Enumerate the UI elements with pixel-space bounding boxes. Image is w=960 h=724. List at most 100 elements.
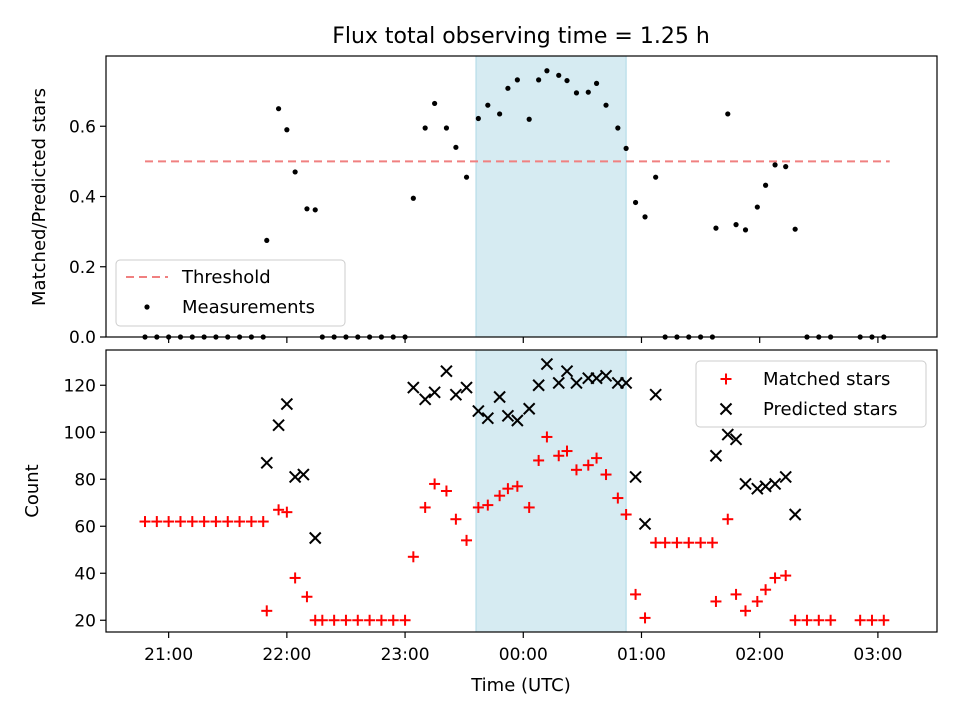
predicted-point [418, 393, 432, 406]
matched-point [257, 516, 269, 528]
matched-point [706, 537, 718, 549]
predicted-point [481, 411, 495, 425]
matched-point [730, 588, 742, 600]
measurement-point [783, 164, 789, 170]
predicted-point [570, 376, 583, 390]
y-tick-label: 0.2 [69, 258, 96, 278]
predicted-point [739, 477, 752, 491]
matched-stars-series [139, 431, 890, 626]
predicted-point [260, 456, 273, 470]
matched-point [222, 516, 234, 528]
y-tick-label: 0.0 [69, 328, 96, 348]
matched-point [281, 506, 293, 518]
matched-point [710, 595, 722, 607]
predicted-point [788, 508, 802, 521]
predicted-point [288, 470, 302, 484]
matched-point [328, 614, 340, 626]
measurement-point [733, 222, 739, 228]
x-axis-label: Time (UTC) [470, 675, 571, 696]
matched-point [751, 595, 763, 607]
top-y-axis-label: Matched/Predicted stars [29, 88, 50, 306]
predicted-point [440, 364, 453, 378]
matched-point [866, 614, 878, 626]
matched-point [273, 504, 285, 516]
measurement-point [642, 214, 648, 220]
predicted-point [590, 371, 603, 385]
predicted-point [511, 414, 524, 427]
matched-point [769, 572, 781, 584]
predicted-stars-series [260, 357, 802, 545]
matched-point [399, 614, 411, 626]
legend-predicted-swatch [719, 402, 733, 416]
y-tick-label: 0.6 [69, 117, 96, 137]
predicted-point [599, 369, 613, 383]
legend-threshold-label: Threshold [181, 267, 271, 288]
matched-point [722, 513, 734, 525]
measurement-point [623, 145, 629, 151]
measurement-point [292, 169, 298, 175]
y-tick-label: 0.4 [69, 188, 96, 208]
matched-point [289, 572, 301, 584]
matched-point [671, 537, 683, 549]
measurement-point [653, 174, 659, 180]
measurement-point [544, 68, 550, 74]
matched-point [620, 509, 632, 520]
matched-point [174, 516, 186, 528]
matched-point [163, 516, 175, 528]
measurement-point [632, 199, 639, 206]
matched-point [364, 614, 376, 626]
matched-point [352, 614, 364, 626]
top-x-ticks [168, 337, 879, 343]
predicted-point [552, 376, 565, 390]
y-tick-label: 80 [74, 470, 96, 490]
matched-point [582, 459, 594, 471]
measurement-point [505, 85, 511, 91]
predicted-point [638, 517, 652, 531]
predicted-point [619, 376, 633, 390]
predicted-point [560, 364, 574, 378]
y-tick-label: 20 [74, 611, 96, 631]
measurement-point [593, 80, 600, 86]
measurement-point [514, 77, 520, 83]
x-tick-label: 02:00 [735, 645, 784, 665]
matched-point [533, 454, 545, 466]
measurement-point [422, 125, 428, 131]
measurement-point [264, 237, 270, 244]
matched-point [375, 614, 387, 626]
measurement-point [585, 89, 591, 95]
measurement-point [762, 182, 769, 188]
measurement-point [792, 226, 798, 232]
measurement-point [463, 174, 470, 180]
measurement-point [742, 227, 749, 233]
matched-point [387, 614, 399, 626]
matched-point [301, 591, 313, 603]
legend-matched-label: Matched stars [763, 369, 890, 390]
bottom-legend: Matched stars Predicted stars [695, 360, 927, 428]
measurement-point [410, 195, 416, 201]
legend-predicted-marker [719, 402, 733, 416]
measurement-point [603, 102, 609, 108]
measurement-point [312, 207, 318, 213]
predicted-point [493, 390, 506, 404]
matched-point [591, 452, 603, 464]
x-tick-label: 01:00 [617, 645, 666, 665]
predicted-point [309, 531, 322, 545]
x-tick-label: 03:00 [853, 645, 902, 665]
matched-point [570, 464, 582, 476]
predicted-point [729, 433, 743, 446]
predicted-point [649, 388, 662, 401]
matched-point [825, 614, 837, 626]
matched-point [612, 492, 624, 504]
matched-point [261, 605, 273, 617]
matched-point [419, 501, 431, 513]
x-tick-label: 23:00 [381, 645, 430, 665]
matched-point [151, 516, 163, 528]
matched-point [740, 605, 752, 617]
predicted-point [449, 388, 463, 401]
x-tick-label: 00:00 [499, 645, 548, 665]
matched-point [472, 501, 484, 513]
predicted-point [272, 418, 285, 432]
top-y-ticks: 0.0 0.2 0.4 0.6 [69, 117, 106, 348]
highlight-span [475, 349, 627, 633]
measurement-point [564, 77, 570, 84]
